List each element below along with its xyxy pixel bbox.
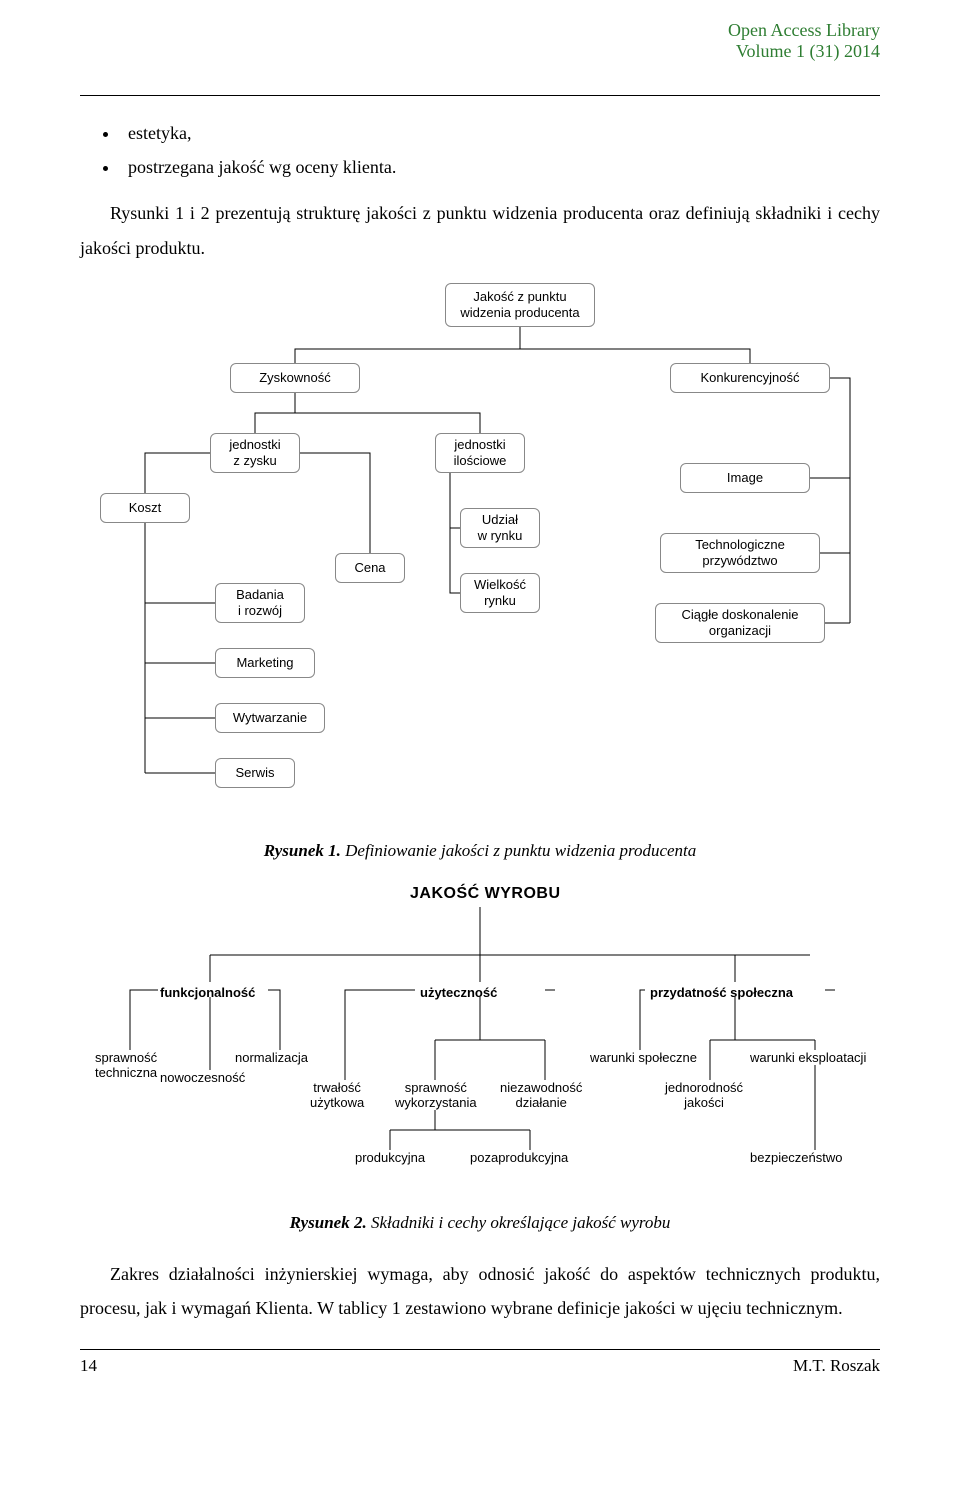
d2-node-wek: warunki eksploatacji	[750, 1050, 866, 1066]
d2-node-spw: sprawnośćwykorzystania	[395, 1080, 477, 1111]
d2-node-prod: produkcyjna	[355, 1150, 425, 1166]
caption-2-desc: Składniki i cechy określające jakość wyr…	[371, 1213, 670, 1232]
caption-1: Rysunek 1. Definiowanie jakości z punktu…	[80, 841, 880, 861]
d2-node-uzyt: użyteczność	[420, 985, 497, 1001]
d1-node-wyt: Wytwarzanie	[215, 703, 325, 733]
caption-1-title: Rysunek 1.	[264, 841, 341, 860]
caption-1-desc: Definiowanie jakości z punktu widzenia p…	[345, 841, 696, 860]
footer: 14 M.T. Roszak	[80, 1349, 880, 1376]
footer-page: 14	[80, 1356, 97, 1376]
bullet-item: postrzegana jakość wg oceny klienta.	[120, 150, 880, 184]
bullet-item: estetyka,	[120, 116, 880, 150]
d2-node-niez: niezawodnośćdziałanie	[500, 1080, 582, 1111]
d2-node-poza: pozaprodukcyjna	[470, 1150, 568, 1166]
d2-node-bezp: bezpieczeństwo	[750, 1150, 843, 1166]
footer-author: M.T. Roszak	[793, 1356, 880, 1376]
diagram-2: JAKOŚĆ WYROBU funkcjonalność użyteczność pr…	[80, 885, 880, 1195]
d1-node-img: Image	[680, 463, 810, 493]
d2-title: JAKOŚĆ WYROBU	[410, 885, 561, 903]
d1-node-root: Jakość z punktuwidzenia producenta	[445, 283, 595, 327]
bullet-list: estetyka, postrzegana jakość wg oceny kl…	[80, 116, 880, 184]
d1-node-cdo: Ciągłe doskonalenieorganizacji	[655, 603, 825, 643]
d1-node-zysk: Zyskowność	[230, 363, 360, 393]
d1-node-udz: Udziałw rynku	[460, 508, 540, 548]
caption-2: Rysunek 2. Składniki i cechy określające…	[80, 1213, 880, 1233]
header-right: Open Access Library Volume 1 (31) 2014	[728, 20, 880, 62]
header-rule	[80, 95, 880, 96]
d1-node-ji: jednostkiilościowe	[435, 433, 525, 473]
d1-node-jz: jednostkiz zysku	[210, 433, 300, 473]
d1-node-koszt: Koszt	[100, 493, 190, 523]
diagram-2-lines	[80, 885, 880, 1195]
d1-node-cena: Cena	[335, 553, 405, 583]
d2-node-jedn: jednorodnośćjakości	[665, 1080, 743, 1111]
d2-node-funk: funkcjonalność	[160, 985, 255, 1001]
d1-node-konk: Konkurencyjność	[670, 363, 830, 393]
d1-node-mkt: Marketing	[215, 648, 315, 678]
d2-node-nowo: nowoczesność	[160, 1070, 245, 1086]
d2-node-wsp: warunki społeczne	[590, 1050, 697, 1066]
d1-node-bir: Badaniai rozwój	[215, 583, 305, 623]
d1-node-srv: Serwis	[215, 758, 295, 788]
header-line2: Volume 1 (31) 2014	[728, 41, 880, 62]
d2-node-spra: sprawnośćtechniczna	[95, 1050, 157, 1081]
d1-node-wr: Wielkośćrynku	[460, 573, 540, 613]
header-line1: Open Access Library	[728, 20, 880, 41]
paragraph-1: Rysunki 1 i 2 prezentują strukturę jakoś…	[80, 196, 880, 264]
caption-2-title: Rysunek 2.	[290, 1213, 367, 1232]
d1-node-tech: Technologiczneprzywództwo	[660, 533, 820, 573]
d2-node-norm: normalizacja	[235, 1050, 308, 1066]
paragraph-2: Zakres działalności inżynierskiej wymaga…	[80, 1257, 880, 1325]
d2-node-przy: przydatność społeczna	[650, 985, 793, 1001]
diagram-1: Jakość z punktuwidzenia producenta Zyskow…	[80, 283, 880, 823]
d2-node-trw: trwałośćużytkowa	[310, 1080, 364, 1111]
